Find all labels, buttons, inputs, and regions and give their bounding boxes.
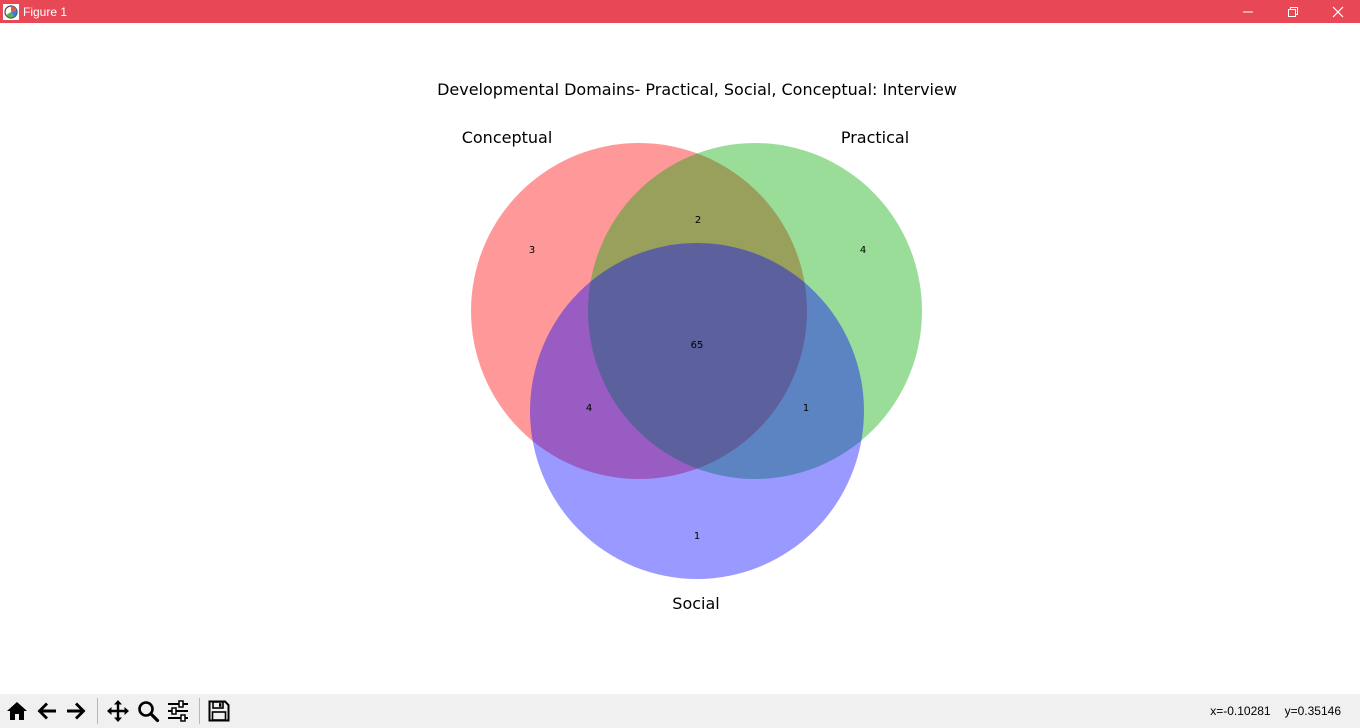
set-circle-conceptual — [471, 143, 807, 479]
save-button[interactable] — [205, 697, 233, 725]
toolbar-separator — [199, 698, 200, 724]
region-label-practical-social: 1 — [803, 403, 809, 414]
region-label-practical-only: 4 — [860, 245, 866, 256]
x-readout: x=-0.10281 — [1210, 704, 1271, 718]
home-icon — [7, 702, 27, 720]
venn-diagram: Developmental Domains- Practical, Social… — [437, 80, 957, 613]
pan-icon — [107, 700, 129, 722]
close-icon — [1332, 6, 1343, 17]
forward-button[interactable] — [62, 697, 90, 725]
configure-subplots-button[interactable] — [164, 697, 192, 725]
region-label-conceptual-practical: 2 — [695, 215, 701, 226]
home-button[interactable] — [3, 697, 31, 725]
title-bar[interactable]: Figure 1 — [0, 0, 1360, 23]
back-icon — [37, 702, 56, 720]
region-label-social-only: 1 — [694, 531, 700, 542]
zoom-icon — [138, 701, 160, 723]
region-label-all-three: 65 — [691, 340, 704, 351]
set-circle-social — [530, 243, 864, 579]
set-label-social: Social — [672, 594, 719, 613]
set-label-practical: Practical — [841, 128, 909, 147]
pan-button[interactable] — [104, 697, 132, 725]
maximize-button[interactable] — [1270, 0, 1315, 23]
back-button[interactable] — [33, 697, 61, 725]
forward-icon — [67, 702, 86, 720]
region-label-conceptual-social: 4 — [586, 403, 592, 414]
toolbar-separator — [97, 698, 98, 724]
navigation-toolbar: x=-0.10281 y=0.35146 — [0, 694, 1360, 728]
window-title: Figure 1 — [23, 4, 68, 19]
save-icon — [208, 700, 230, 722]
configure-subplots-icon — [168, 700, 188, 722]
set-labels: Conceptual Practical Social — [462, 128, 909, 613]
minimize-icon — [1242, 11, 1253, 12]
figure-canvas[interactable]: Developmental Domains- Practical, Social… — [0, 23, 1360, 694]
set-circle-practical — [588, 143, 922, 479]
y-readout: y=0.35146 — [1284, 704, 1341, 718]
restore-icon — [1287, 6, 1298, 17]
set-label-conceptual: Conceptual — [462, 128, 553, 147]
set-circles — [471, 143, 922, 579]
close-button[interactable] — [1315, 0, 1360, 23]
region-labels: 3 4 1 2 4 1 65 — [529, 215, 866, 542]
matplotlib-figure-icon — [3, 3, 19, 20]
minimize-button[interactable] — [1225, 0, 1270, 23]
cursor-coordinates: x=-0.10281 y=0.35146 — [1196, 704, 1341, 718]
window-controls — [1225, 0, 1360, 23]
region-label-conceptual-only: 3 — [529, 245, 535, 256]
chart-title: Developmental Domains- Practical, Social… — [437, 80, 957, 99]
zoom-button[interactable] — [134, 697, 162, 725]
